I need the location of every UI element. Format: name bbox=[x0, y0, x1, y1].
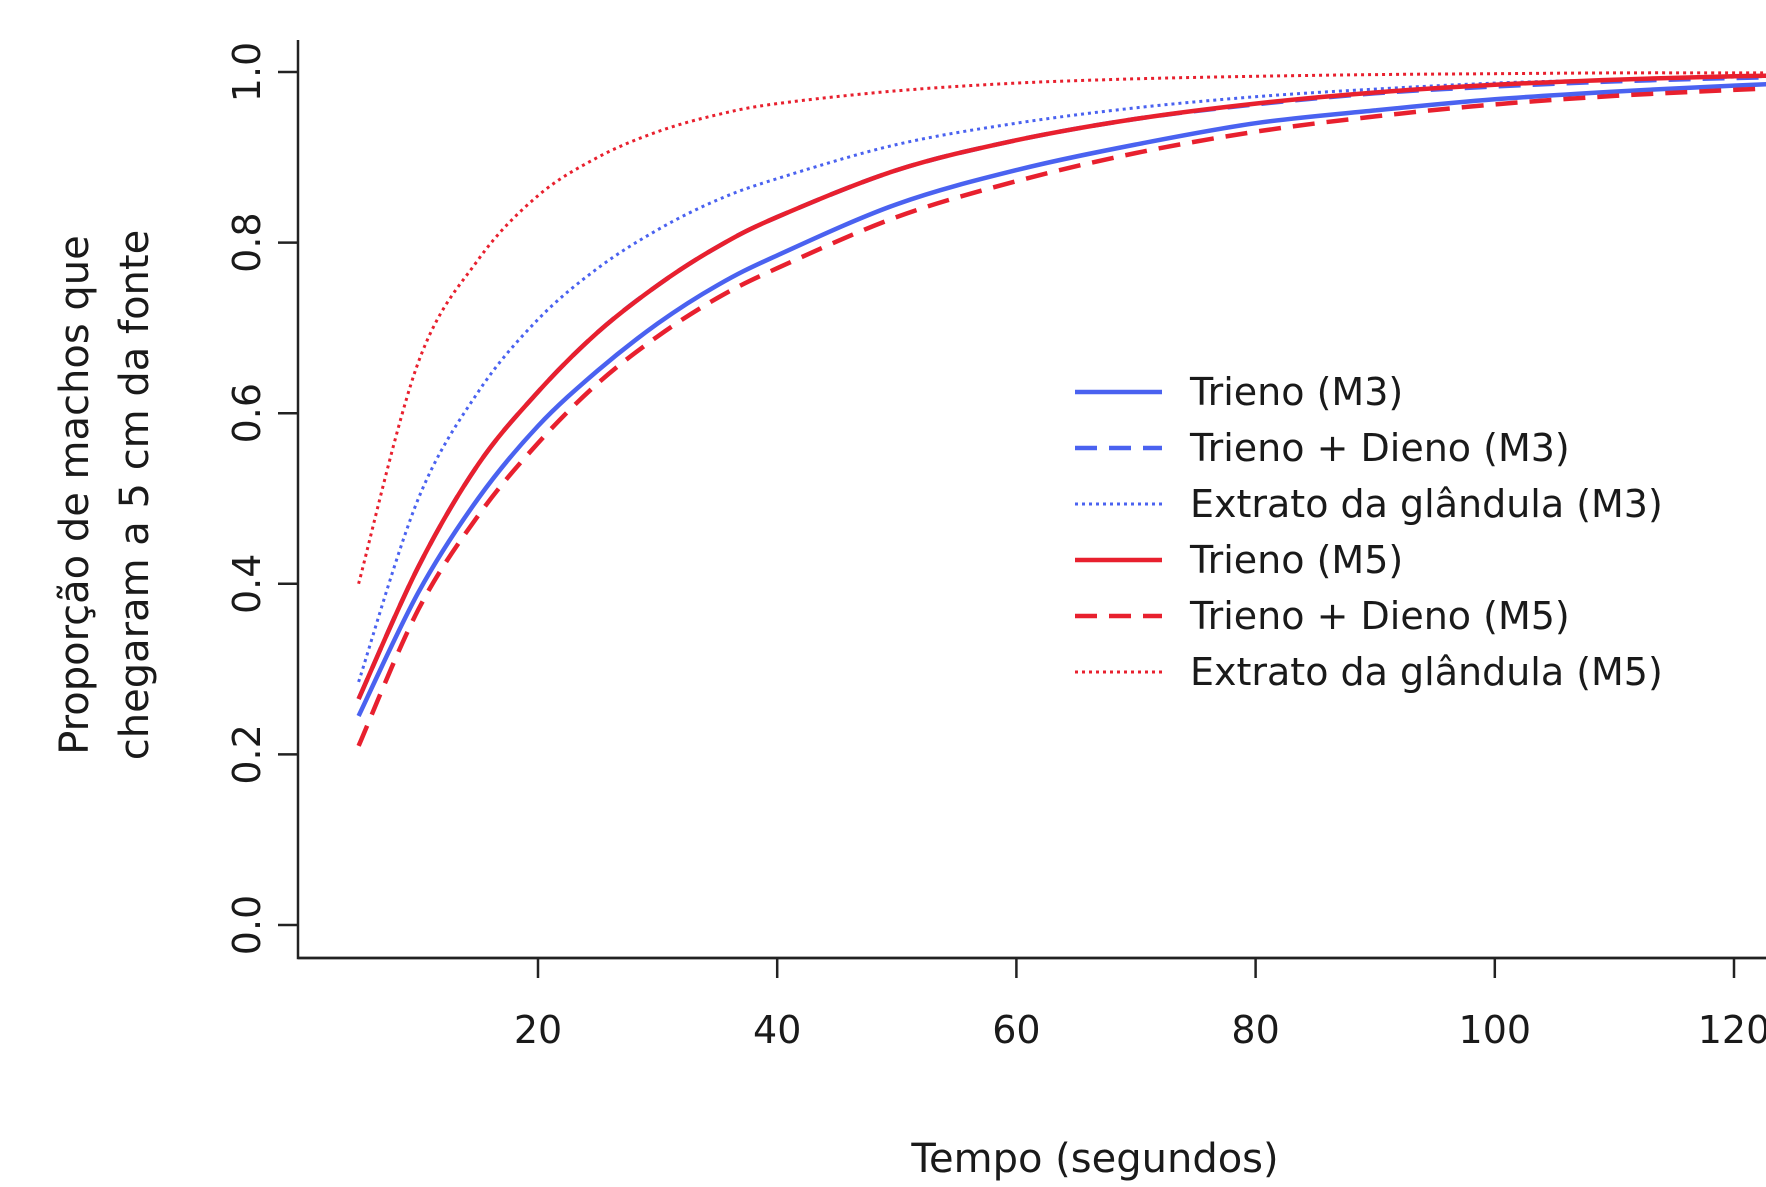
x-tick-label: 20 bbox=[514, 1008, 562, 1052]
y-axis-title-line-2: chegaram a 5 cm da fonte bbox=[112, 230, 158, 760]
y-axis-title: Proporção de machos que chegaram a 5 cm … bbox=[52, 230, 158, 760]
y-axis-title-line-1: Proporção de machos que bbox=[52, 235, 98, 755]
x-tick-label: 80 bbox=[1231, 1008, 1279, 1052]
x-tick-label: 60 bbox=[992, 1008, 1040, 1052]
x-ticks: 20 40 60 80 100 120 bbox=[514, 958, 1766, 1052]
x-tick-label: 100 bbox=[1459, 1008, 1532, 1052]
legend-label: Trieno + Dieno (M5) bbox=[1189, 594, 1570, 638]
legend-label: Trieno + Dieno (M3) bbox=[1189, 426, 1570, 470]
series-line bbox=[356, 86, 1766, 747]
legend-label: Trieno (M5) bbox=[1189, 538, 1403, 582]
series-line bbox=[356, 73, 1766, 700]
series-line bbox=[357, 71, 1766, 585]
x-tick-label: 120 bbox=[1698, 1008, 1766, 1052]
y-ticks: 0.0 0.2 0.4 0.6 0.8 1.0 bbox=[225, 42, 298, 955]
series-group bbox=[356, 71, 1766, 747]
y-tick-label: 0.6 bbox=[225, 383, 269, 443]
y-tick-label: 0.0 bbox=[225, 895, 269, 955]
y-tick-label: 0.4 bbox=[225, 554, 269, 614]
y-tick-label: 1.0 bbox=[225, 42, 269, 102]
legend-label: Trieno (M3) bbox=[1189, 370, 1403, 414]
series-line bbox=[357, 75, 1766, 683]
y-tick-label: 0.8 bbox=[225, 212, 269, 272]
legend-label: Extrato da glândula (M5) bbox=[1190, 650, 1663, 694]
x-tick-label: 40 bbox=[753, 1008, 801, 1052]
y-tick-label: 0.2 bbox=[225, 724, 269, 784]
legend-label: Extrato da glândula (M3) bbox=[1190, 482, 1663, 526]
series-line bbox=[356, 81, 1766, 717]
legend: Trieno (M3) Trieno + Dieno (M3) Extrato da… bbox=[1075, 370, 1663, 694]
x-axis-title: Tempo (segundos) bbox=[910, 1136, 1278, 1182]
